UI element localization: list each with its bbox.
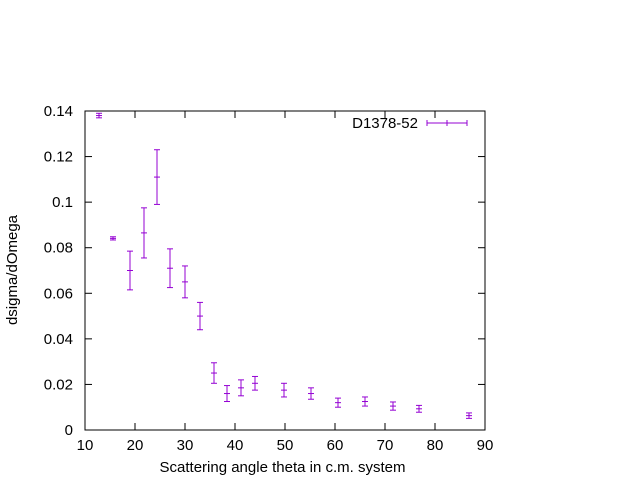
data-point	[154, 149, 160, 205]
data-point	[281, 382, 287, 398]
tick-labels: 10 20 30 40 50 60 70 80 90 0 0.02 0.04 0.06 0.08 0.1 0.…	[44, 103, 494, 454]
data-point	[252, 375, 258, 391]
x-tick-label: 20	[127, 437, 144, 454]
y-tick-label: 0	[65, 422, 73, 439]
y-tick-label: 0.14	[44, 103, 73, 120]
data-series	[96, 112, 472, 419]
x-tick-label: 60	[327, 437, 344, 454]
y-tick-label: 0.02	[44, 376, 73, 393]
x-tick-label: 40	[227, 437, 244, 454]
data-point	[308, 387, 314, 400]
y-tick-label: 0.04	[44, 331, 73, 348]
legend: D1378-52	[352, 115, 468, 132]
axis-ticks	[84, 110, 486, 431]
y-axis-title: dsigma/dOmega	[4, 214, 21, 325]
data-point	[197, 301, 203, 331]
data-point	[141, 207, 147, 259]
legend-label: D1378-52	[352, 115, 418, 132]
data-point	[127, 250, 133, 291]
data-point	[211, 362, 217, 384]
x-tick-label: 50	[277, 437, 294, 454]
data-point	[390, 401, 396, 411]
data-point	[182, 265, 188, 299]
data-point	[335, 397, 341, 408]
x-tick-label: 90	[477, 437, 494, 454]
y-tick-label: 0.08	[44, 240, 73, 257]
x-tick-label: 70	[377, 437, 394, 454]
data-point	[238, 379, 244, 397]
x-axis-title: Scattering angle theta in c.m. system	[160, 459, 406, 476]
data-point	[224, 385, 230, 403]
data-point	[362, 396, 368, 407]
x-tick-label: 10	[77, 437, 94, 454]
plot-border	[84, 110, 486, 431]
data-point	[416, 404, 422, 413]
data-point	[167, 248, 173, 289]
data-point	[96, 112, 102, 119]
plot-frame	[84, 110, 486, 431]
y-tick-label: 0.06	[44, 285, 73, 302]
y-tick-label: 0.12	[44, 149, 73, 166]
y-tick-label: 0.1	[52, 194, 73, 211]
data-point	[110, 236, 116, 241]
x-tick-label: 30	[177, 437, 194, 454]
x-tick-label: 80	[427, 437, 444, 454]
data-point	[466, 412, 472, 419]
